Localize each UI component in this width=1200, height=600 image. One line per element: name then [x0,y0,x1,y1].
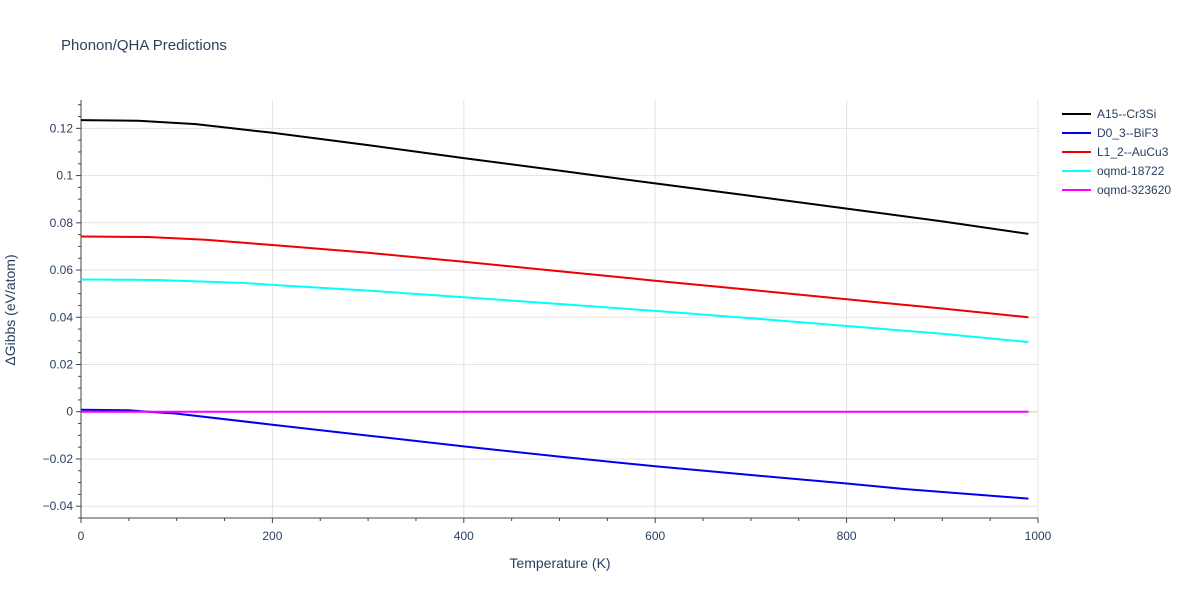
series-line-L1_2--AuCu3 [80,235,1029,319]
x-axis-title: Temperature (K) [509,555,610,571]
y-tick-label: 0.1 [56,169,73,183]
y-tick-label: 0.12 [50,121,74,135]
y-tick-label: 0.06 [50,263,74,277]
legend-item[interactable]: oqmd-323620 [1062,183,1171,197]
series-line-oqmd-18722 [80,278,1029,344]
legend-label: A15--Cr3Si [1097,107,1156,121]
legend-label: D0_3--BiF3 [1097,126,1159,140]
chart-title: Phonon/QHA Predictions [61,37,227,54]
x-tick-label: 800 [837,529,857,543]
legend-item[interactable]: D0_3--BiF3 [1062,126,1159,140]
legend-label: L1_2--AuCu3 [1097,145,1169,159]
series-line-A15--Cr3Si [80,119,1029,235]
x-tick-label: 1000 [1025,529,1052,543]
y-tick-label: 0 [66,405,73,419]
x-tick-label: 600 [645,529,665,543]
series-line-D0_3--BiF3 [80,408,1029,500]
legend: A15--Cr3Si D0_3--BiF3 L1_2--AuCu3 oqmd-1872… [1062,107,1171,197]
legend-label: oqmd-18722 [1097,164,1165,178]
y-tick-label: −0.02 [43,452,74,466]
y-tick-label: 0.04 [50,310,74,324]
legend-item[interactable]: A15--Cr3Si [1062,107,1156,121]
x-tick-label: 400 [454,529,474,543]
y-tick-label: −0.04 [43,499,74,513]
plot-area [80,119,1029,500]
y-tick-label: 0.08 [50,216,74,230]
x-tick-label: 0 [78,529,85,543]
y-axis-title: ΔGibbs (eV/atom) [2,254,18,365]
legend-label: oqmd-323620 [1097,183,1171,197]
axes: 0 200 400 600 800 1000 −0.04 −0.02 0 0.02 0.04 0.06… [43,100,1052,543]
legend-item[interactable]: L1_2--AuCu3 [1062,145,1169,159]
y-tick-label: 0.02 [50,357,74,371]
grid [81,100,1039,518]
legend-item[interactable]: oqmd-18722 [1062,164,1165,178]
x-tick-label: 200 [262,529,282,543]
